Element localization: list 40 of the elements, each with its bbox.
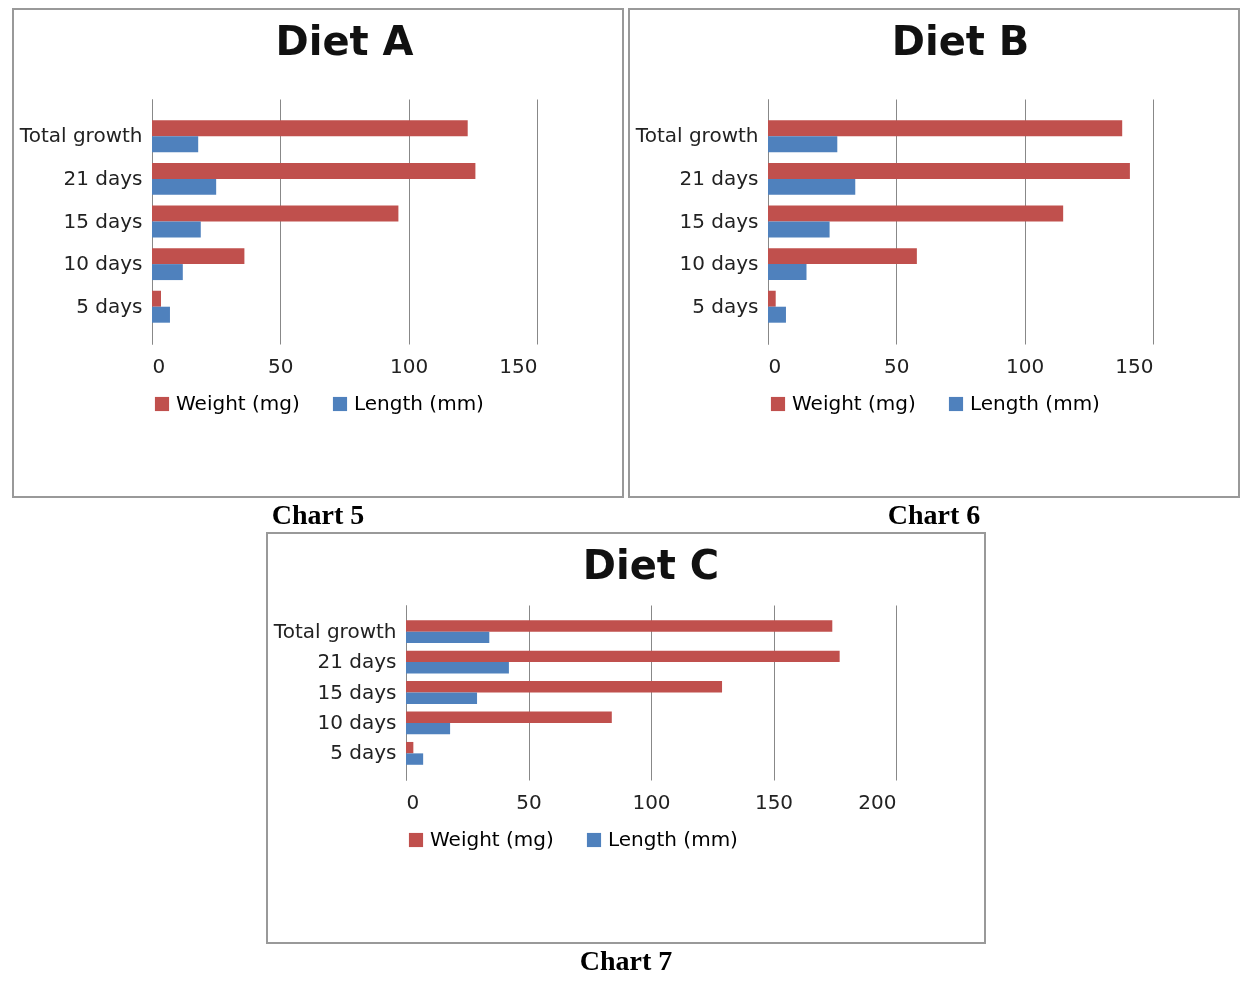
chart-title: Diet A — [275, 18, 414, 64]
x-tick-label: 0 — [768, 353, 782, 378]
y-tick-label: 10 days — [63, 251, 143, 276]
y-tick-label: 15 days — [63, 208, 143, 233]
x-tick-label: 150 — [499, 353, 538, 378]
legend-label: Weight (mg) — [792, 391, 916, 415]
x-tick-label: 100 — [390, 353, 429, 378]
legend-label: Length (mm) — [354, 391, 484, 415]
legend-label: Weight (mg) — [176, 391, 300, 415]
y-tick-label: 10 days — [679, 251, 759, 276]
y-tick-label: 21 days — [679, 165, 759, 190]
x-tick-label: 50 — [268, 353, 294, 378]
legend-label: Length (mm) — [970, 391, 1100, 415]
y-tick-label: 21 days — [317, 649, 397, 674]
x-tick-label: 200 — [858, 789, 897, 814]
caption: Chart 5 — [271, 498, 365, 532]
y-tick-label: 5 days — [76, 293, 143, 318]
y-tick-label: 21 days — [63, 165, 143, 190]
legend-label: Length (mm) — [608, 827, 738, 851]
chart-title: Diet C — [582, 542, 720, 588]
caption: Chart 7 — [579, 944, 673, 978]
y-tick-label: Total growth — [272, 618, 397, 643]
x-tick-label: 150 — [754, 789, 794, 814]
caption: Chart 6 — [887, 498, 981, 532]
x-tick-label: 50 — [516, 789, 542, 814]
y-tick-label: 10 days — [317, 709, 397, 734]
y-tick-label: Total growth — [18, 123, 143, 148]
x-tick-label: 50 — [884, 353, 910, 378]
x-tick-label: 100 — [632, 789, 671, 814]
chart-title: Diet B — [891, 18, 1030, 64]
x-tick-label: 0 — [152, 353, 166, 378]
x-tick-label: 100 — [1006, 353, 1045, 378]
y-tick-label: 5 days — [692, 293, 759, 318]
y-tick-label: 15 days — [679, 208, 759, 233]
x-tick-label: 150 — [1115, 353, 1154, 378]
y-tick-label: 5 days — [330, 740, 397, 765]
x-tick-label: 0 — [406, 789, 420, 814]
y-tick-label: 15 days — [317, 679, 397, 704]
y-tick-label: Total growth — [634, 123, 759, 148]
legend-label: Weight (mg) — [430, 827, 554, 851]
